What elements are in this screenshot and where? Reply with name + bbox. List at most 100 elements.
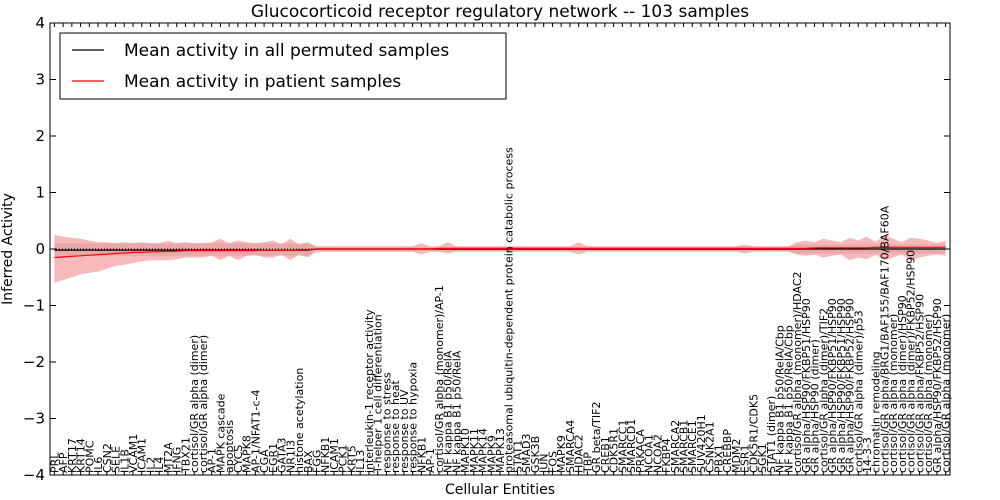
x-tick-label: IL4 <box>153 457 166 473</box>
x-tick-label: response to hypoxia <box>407 362 420 473</box>
x-tick-label: CSN2 <box>101 443 114 473</box>
y-tick-label: −3 <box>23 410 45 428</box>
x-tick-label: CGA <box>258 449 271 473</box>
x-tick-label: CSNK2A1 <box>704 421 717 473</box>
legend-box <box>59 32 507 100</box>
x-tick-label: cortisol/GR alpha (dimer) <box>197 335 210 473</box>
x-tick-label: SMARCE1 <box>686 420 699 473</box>
x-tick-label: ESR1 <box>739 444 752 473</box>
x-tick-label: MAPK13 <box>494 428 507 473</box>
x-tick-label: KRT5 <box>346 445 359 473</box>
x-tick-label: NF kappa B1 p50/RelA/Cbp <box>782 325 795 473</box>
x-tick-label: GR alpha/HSP90/FKBP51/HSP90 <box>800 298 813 473</box>
x-tick-label: proteasomal ubiquitin-dependent protein … <box>503 147 516 473</box>
x-tick-label: chromatin remodeling <box>870 351 883 473</box>
x-tick-label: BAX <box>302 450 315 473</box>
x-tick-label: response to heat <box>389 379 402 472</box>
x-tick-label: JUN <box>538 453 551 474</box>
x-tick-label: SMARCD1 <box>625 419 638 473</box>
y-tick-label: −2 <box>23 353 45 371</box>
x-tick-label: IL2 <box>145 457 158 473</box>
x-tick-label: KRT17 <box>66 438 79 473</box>
x-tick-label: NF kappa B1 p50/RelA <box>442 350 455 473</box>
x-tick-label: GR alpha/HSP90/FKBP52/HSP90 <box>844 298 857 473</box>
x-tick-label: ICAM1 <box>136 438 149 473</box>
x-tick-label: EGR1 <box>267 443 280 473</box>
series-band-1 <box>54 234 946 283</box>
chart-title: Glucocorticoid receptor regulatory netwo… <box>251 2 749 22</box>
x-tick-label: MDM2 <box>730 439 743 473</box>
x-tick-label: AP-1 <box>424 448 437 473</box>
x-tick-label: T-helper 1 cell differentiation <box>372 314 385 474</box>
x-tick-label: MAPK14 <box>477 428 490 473</box>
x-tick-label: CREB1 <box>599 436 612 473</box>
x-axis-label: Cellular Entities <box>445 482 555 498</box>
x-tick-label: cortisol/GR alpha (monomer) <box>922 314 935 473</box>
x-tick-label: KRT14 <box>75 438 88 473</box>
x-tick-label: CDK5R1/CDK5 <box>747 394 760 473</box>
x-tick-label: cortisol/GR alpha (monomer) <box>940 314 953 473</box>
x-tick-label: SUV420H1 <box>695 414 708 473</box>
x-tick-label: SGK1 <box>756 443 769 473</box>
x-tick-label: MAPK10 <box>459 428 472 473</box>
series-line-1 <box>54 246 946 259</box>
x-tick-label: GATA3 <box>276 437 289 473</box>
x-tick-label: IFNG <box>171 447 184 473</box>
x-tick-label: TBX21 <box>179 437 192 474</box>
y-tick-label: −4 <box>23 466 45 484</box>
x-tick-label: PRL <box>48 452 61 473</box>
y-tick-label: −1 <box>23 297 45 315</box>
x-tick-label: MAPK cascade <box>214 393 227 473</box>
x-tick-label: GR alpha/HSP90 (dimer) <box>809 339 822 473</box>
x-tick-label: CDK5R1 <box>608 428 621 473</box>
x-tick-label: GR beta/TIF2 <box>590 402 603 473</box>
x-tick-label: interleukin-1 receptor activity <box>363 309 376 473</box>
x-tick-label: cortisol/GR alpha (monomer)/AP-1 <box>433 285 446 473</box>
x-tick-label: MAPK9 <box>485 435 498 473</box>
x-tick-label: AFP <box>57 452 70 473</box>
x-tick-label: NR1I3 <box>284 440 297 473</box>
x-tick-label: POMC <box>83 440 96 473</box>
x-tick-label: MAPK9 <box>555 435 568 473</box>
x-tick-label: SELE <box>110 446 123 473</box>
x-tick-label: CYCS <box>232 445 245 473</box>
x-tick-label: response to UV <box>398 389 411 473</box>
x-tick-label: GSK3B <box>529 436 542 473</box>
y-tick-label: 0 <box>35 240 45 258</box>
x-tick-label: NFKB1 <box>415 437 428 473</box>
x-tick-label: GR alpha/HSP90/FKBP52/HSP90 <box>931 298 944 473</box>
x-tick-label: NCOA1 <box>643 434 656 473</box>
x-tick-label: MAPK11 <box>468 428 481 473</box>
x-tick-label: GR alpha/HSP90/FKBP51/HSP90 <box>835 298 848 473</box>
x-tick-label: cortisol/GR alpha/FKBP52/HSP90 <box>913 294 926 473</box>
x-tick-label: SMARCB1 <box>678 420 691 473</box>
x-tick-label: NCOA2 <box>651 434 664 473</box>
x-tick-label: MT2A <box>162 442 175 473</box>
x-tick-label: GR alpha/HSP90/FKBP51/HSP90 <box>826 298 839 473</box>
x-tick-label: FGG <box>311 450 324 473</box>
x-tick-label: FOS <box>546 451 559 473</box>
x-tick-label: CREBBP <box>721 429 734 473</box>
x-tick-label: cortisol/GR alpha (monomer) <box>887 314 900 473</box>
x-tick-label: IL13 <box>354 450 367 473</box>
x-tick-label: apoptosis <box>223 420 236 473</box>
legend-label-1: Mean activity in patient samples <box>124 72 401 92</box>
x-tick-label: cortisol/GR alpha (dimer)/p53 <box>852 310 865 473</box>
x-tick-label: SMARCA2 <box>669 420 682 473</box>
x-tick-label: AP-1/NFAT1-c-4 <box>249 389 262 473</box>
x-tick-label: AP-1 <box>206 448 219 473</box>
x-tick-label: cortisol/GR alpha (dimer) <box>188 335 201 473</box>
x-tick-label: 14-3-3 <box>861 437 874 473</box>
x-tick-label: HDAC2 <box>573 434 586 473</box>
x-tick-label: response to stress <box>380 372 393 473</box>
x-tick-label: histone acetylation <box>293 368 306 473</box>
x-tick-label: cortisol/GR alpha (monomer)/HDAC2 <box>791 271 804 473</box>
x-tick-label: STAT1 (dimer) <box>765 396 778 473</box>
x-tick-label: cortisol/GR alpha (dimer)/FKBP52/HSP90 <box>905 250 918 473</box>
x-tick-label: PBX1 <box>712 444 725 473</box>
x-tick-label: SMARCC1 <box>616 420 629 473</box>
y-tick-label: 2 <box>35 127 45 145</box>
x-tick-label: NF kappa B1 p50/RelA/Cbp <box>774 325 787 473</box>
legend-label-0: Mean activity in all permuted samples <box>124 41 449 61</box>
